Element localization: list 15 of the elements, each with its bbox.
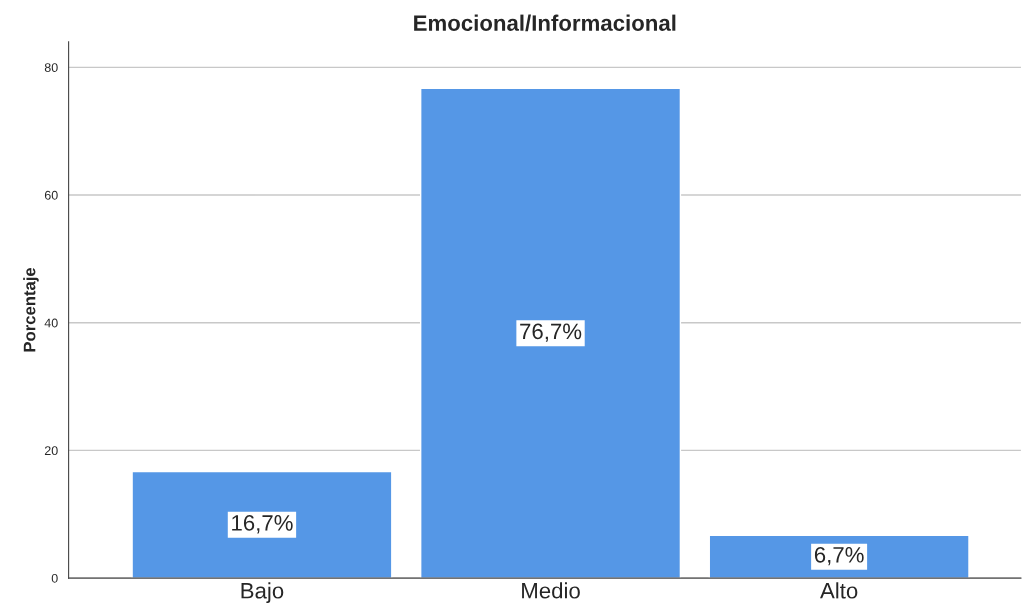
chart-title: Emocional/Informacional	[414, 14, 676, 32]
bar	[131, 470, 393, 579]
y-tick-label: 80	[44, 63, 58, 73]
y-tick-label: 20	[44, 446, 58, 456]
y-tick-label: 40	[44, 318, 58, 328]
y-axis-title: Porcentaje	[23, 267, 39, 352]
x-tick-label: Medio	[522, 582, 580, 599]
x-tick-label: Alto	[820, 582, 858, 599]
data-label: 76,7%	[520, 323, 582, 342]
data-label: 6,7%	[814, 546, 864, 566]
bar	[419, 87, 682, 579]
y-tick-label: 0	[51, 573, 58, 583]
data-label: 16,7%	[232, 515, 293, 534]
y-tick-label: 60	[44, 190, 58, 200]
x-tick-label: Bajo	[241, 582, 284, 603]
